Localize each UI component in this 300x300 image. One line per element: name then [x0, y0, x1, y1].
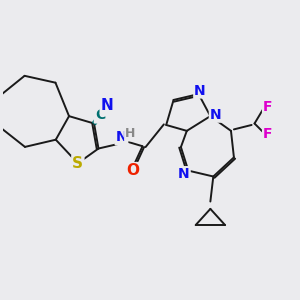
Text: N: N: [210, 108, 221, 122]
Text: O: O: [126, 163, 140, 178]
Text: F: F: [263, 100, 272, 114]
Text: N: N: [194, 83, 206, 98]
Text: H: H: [125, 127, 136, 140]
Text: S: S: [72, 156, 83, 171]
Text: N: N: [116, 130, 127, 144]
Text: N: N: [101, 98, 113, 113]
Text: N: N: [178, 167, 190, 181]
Text: C: C: [95, 109, 105, 122]
Text: F: F: [263, 127, 272, 141]
